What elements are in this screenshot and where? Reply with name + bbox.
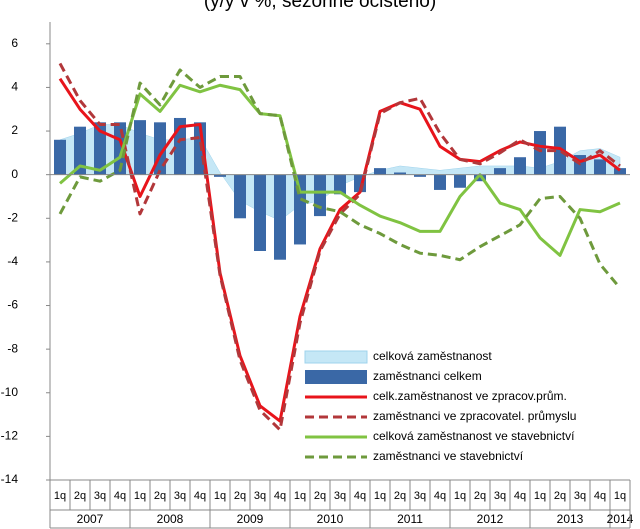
bar <box>534 131 546 175</box>
bar <box>454 174 466 188</box>
bar <box>434 174 446 190</box>
line <box>58 62 621 432</box>
x-tick-label: 4q <box>114 490 126 502</box>
line <box>58 68 622 290</box>
x-tick-label: 1q <box>294 490 306 502</box>
legend-label: celk.zaměstnanost ve zpracov.prům. <box>373 389 567 403</box>
bar <box>514 157 526 175</box>
x-tick-label: 2q <box>554 490 566 502</box>
x-tick-label: 1q <box>614 490 626 502</box>
bar <box>394 172 406 175</box>
line <box>59 83 621 257</box>
bar <box>554 126 566 175</box>
x-tick-label: 1q <box>454 490 466 502</box>
x-tick-label: 3q <box>334 490 346 502</box>
x-tick-label: 1q <box>374 490 386 502</box>
x-tick-label: 4q <box>194 490 206 502</box>
x-tick-label: 2q <box>154 490 166 502</box>
legend-label: celková zaměstnanost <box>373 349 492 363</box>
x-tick-label: 3q <box>94 490 106 502</box>
bar <box>74 126 86 175</box>
x-tick-label: 3q <box>494 490 506 502</box>
legend-label: zaměstnanci ve stavebnictví <box>373 449 524 463</box>
bar <box>474 174 486 182</box>
legend-box <box>300 346 628 472</box>
x-tick-label: 1q <box>534 490 546 502</box>
x-tick-label: 3q <box>174 490 186 502</box>
legend-swatch <box>305 370 367 384</box>
x-tick-label: 2q <box>474 490 486 502</box>
x-tick-label: 3q <box>254 490 266 502</box>
year-label: 2011 <box>397 512 423 526</box>
y-tick-label: -4 <box>7 254 18 268</box>
y-tick-label: -6 <box>7 298 18 312</box>
y-tick-label: -14 <box>1 472 19 486</box>
y-tick-label: 0 <box>11 167 18 181</box>
bar <box>214 174 226 177</box>
x-tick-label: 1q <box>134 490 146 502</box>
bar <box>254 174 266 251</box>
x-tick-label: 4q <box>354 490 366 502</box>
bar <box>294 174 306 245</box>
bar <box>374 168 386 175</box>
x-tick-label: 4q <box>514 490 526 502</box>
bar <box>274 174 286 260</box>
bar <box>94 122 106 175</box>
bar <box>414 174 426 177</box>
bar <box>314 174 326 217</box>
x-tick-label: 2q <box>234 490 246 502</box>
x-tick-label: 4q <box>274 490 286 502</box>
year-label: 2007 <box>77 512 104 526</box>
x-tick-label: 2q <box>314 490 326 502</box>
y-tick-label: 6 <box>11 36 18 50</box>
year-label: 2013 <box>557 512 584 526</box>
bar <box>234 174 246 219</box>
year-label: 2008 <box>157 512 184 526</box>
y-tick-label: -8 <box>7 341 18 355</box>
legend-label: zaměstnanci ve zpracovatel. průmyslu <box>373 409 576 423</box>
x-tick-label: 4q <box>434 490 446 502</box>
x-tick-label: 1q <box>54 490 66 502</box>
legend-label: zaměstnanci celkem <box>373 369 482 383</box>
bar <box>494 168 506 175</box>
bar <box>594 159 606 175</box>
year-label: 2012 <box>477 512 504 526</box>
y-tick-label: -10 <box>1 385 19 399</box>
chart-title: (y/y v %, sezónně očištěno) <box>204 0 436 12</box>
year-label: 2010 <box>317 512 344 526</box>
y-tick-label: 2 <box>11 123 18 137</box>
y-tick-label: -12 <box>1 429 19 443</box>
x-tick-label: 4q <box>594 490 606 502</box>
bar <box>54 139 66 175</box>
x-tick-label: 3q <box>414 490 426 502</box>
x-tick-label: 1q <box>214 490 226 502</box>
x-tick-label: 2q <box>394 490 406 502</box>
bar <box>614 168 626 175</box>
y-tick-label: 4 <box>11 80 18 94</box>
y-tick-label: -2 <box>7 210 18 224</box>
bar <box>134 120 146 175</box>
year-label: 2014 <box>607 512 634 526</box>
bar <box>334 174 346 195</box>
legend-swatch <box>304 350 368 364</box>
legend-label: celková zaměstnanost ve stavebnictví <box>373 429 575 443</box>
year-label: 2009 <box>237 512 264 526</box>
x-tick-label: 2q <box>74 490 86 502</box>
x-tick-label: 3q <box>574 490 586 502</box>
